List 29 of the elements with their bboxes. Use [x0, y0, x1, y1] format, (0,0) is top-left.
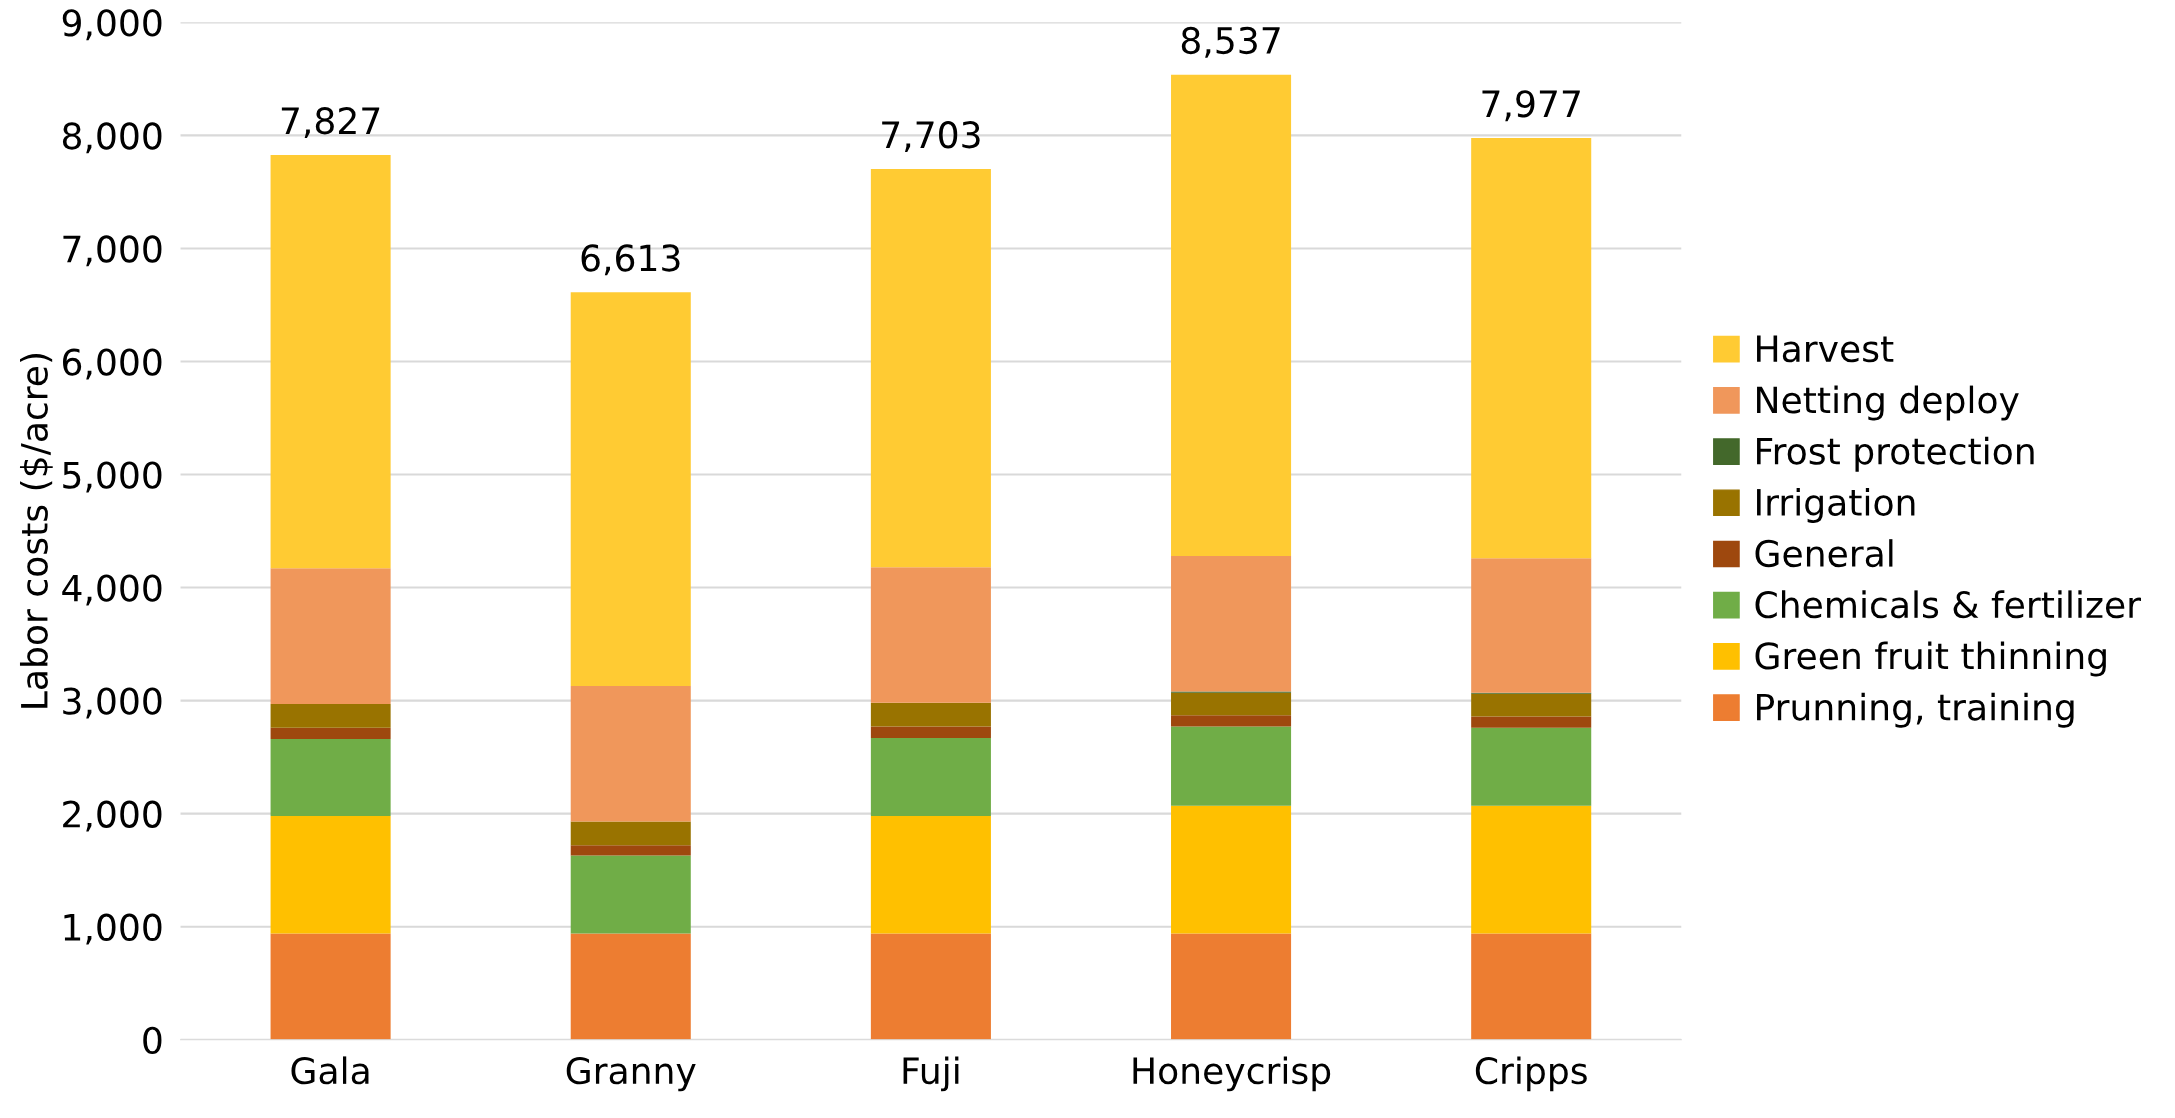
y-tick-label: 0 [143, 1026, 162, 1054]
x-tick-label: Cripps [1475, 1056, 1587, 1092]
y-tick-label: 8,000 [62, 122, 162, 154]
y-tick-label: 2,000 [63, 800, 162, 832]
y-tick-label: 5,000 [63, 461, 162, 493]
total-label: 7,827 [281, 107, 380, 139]
y-tick-label: 1,000 [64, 913, 162, 945]
legend-label: Netting deploy [1757, 385, 2019, 421]
legend-label: General [1755, 539, 1893, 568]
legend-label: Chemicals & fertilizer [1755, 590, 2142, 619]
x-tick-label: Gala [291, 1056, 369, 1085]
total-label: 6,613 [581, 244, 680, 276]
y-tick-label: 6,000 [63, 348, 162, 380]
legend-label: Green fruit thinning [1755, 641, 2106, 677]
x-tick-label: Granny [566, 1057, 696, 1092]
total-label: 7,703 [882, 121, 980, 153]
legend-label: Frost protection [1757, 436, 2034, 472]
legend-label: Harvest [1757, 335, 1894, 363]
total-label: 7,977 [1482, 90, 1580, 122]
y-tick-label: 9,000 [62, 9, 162, 41]
y-tick-label: 4,000 [62, 574, 162, 606]
y-tick-label: 3,000 [63, 687, 162, 719]
y-axis-title: Labor costs ($/acre) [19, 353, 53, 708]
x-tick-label: Honeycrisp [1133, 1056, 1331, 1092]
total-label: 8,537 [1181, 26, 1280, 58]
x-tick-label: Fuji [903, 1056, 959, 1092]
legend-label: Irrigation [1757, 487, 1915, 523]
y-tick-label: 7,000 [63, 235, 162, 267]
legend-label: Prunning, training [1757, 692, 2074, 728]
